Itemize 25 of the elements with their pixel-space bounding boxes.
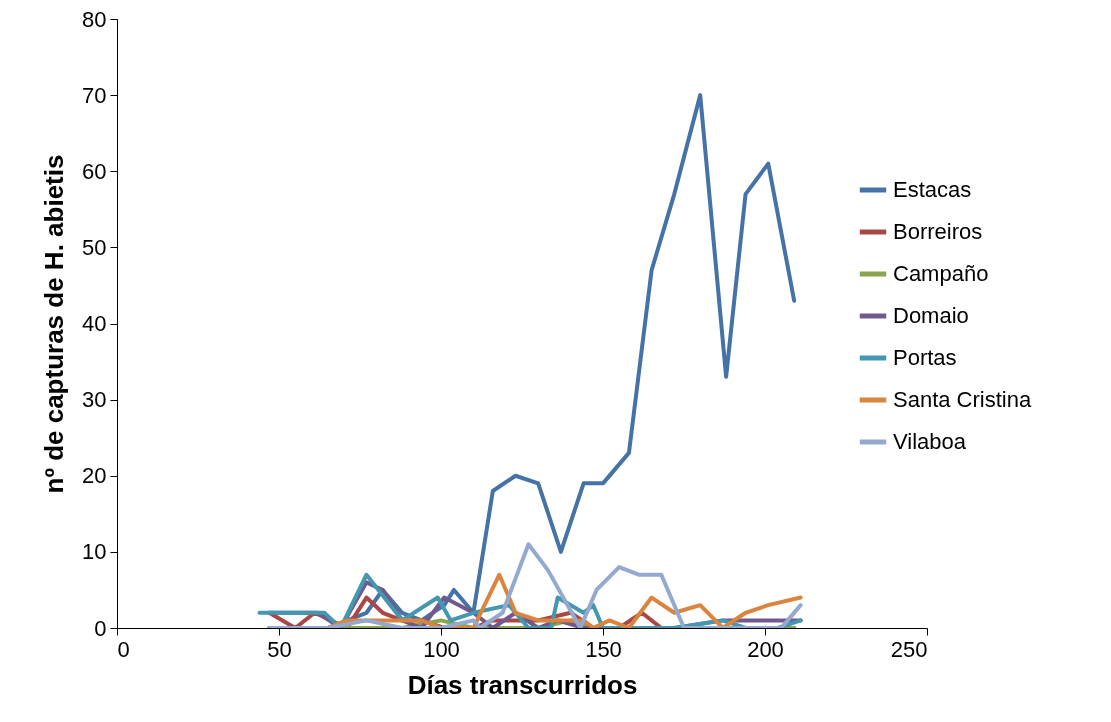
x-tick-label: 250	[890, 636, 928, 662]
x-tick-label: 0	[117, 636, 130, 662]
y-tick-label: 70	[82, 82, 107, 108]
y-tick-label: 40	[82, 311, 107, 336]
y-tick-label: 30	[82, 387, 107, 413]
legend-label: Santa Cristina	[893, 387, 1032, 412]
legend-label: Borreiros	[893, 219, 983, 244]
legend-label: Vilaboa	[893, 429, 967, 454]
legend-label: Portas	[893, 345, 957, 370]
legend-label: Estacas	[893, 177, 972, 202]
y-tick-label: 20	[82, 463, 107, 489]
x-axis-title: Días transcurridos	[407, 669, 638, 700]
x-tick-label: 100	[423, 636, 460, 662]
x-tick-label: 200	[747, 636, 784, 662]
legend-label: Campaño	[893, 261, 989, 286]
legend-label: Domaio	[893, 303, 969, 328]
y-tick-label: 60	[82, 158, 107, 184]
x-tick-label: 150	[585, 636, 622, 662]
y-tick-label: 10	[82, 539, 107, 565]
y-tick-label: 50	[82, 234, 107, 260]
y-axis-title: nº de capturas de H. abietis	[39, 154, 70, 494]
line-series	[267, 542, 803, 628]
x-tick-label: 50	[267, 636, 292, 662]
y-tick-label: 80	[82, 6, 107, 32]
y-tick-label: 0	[94, 615, 107, 641]
